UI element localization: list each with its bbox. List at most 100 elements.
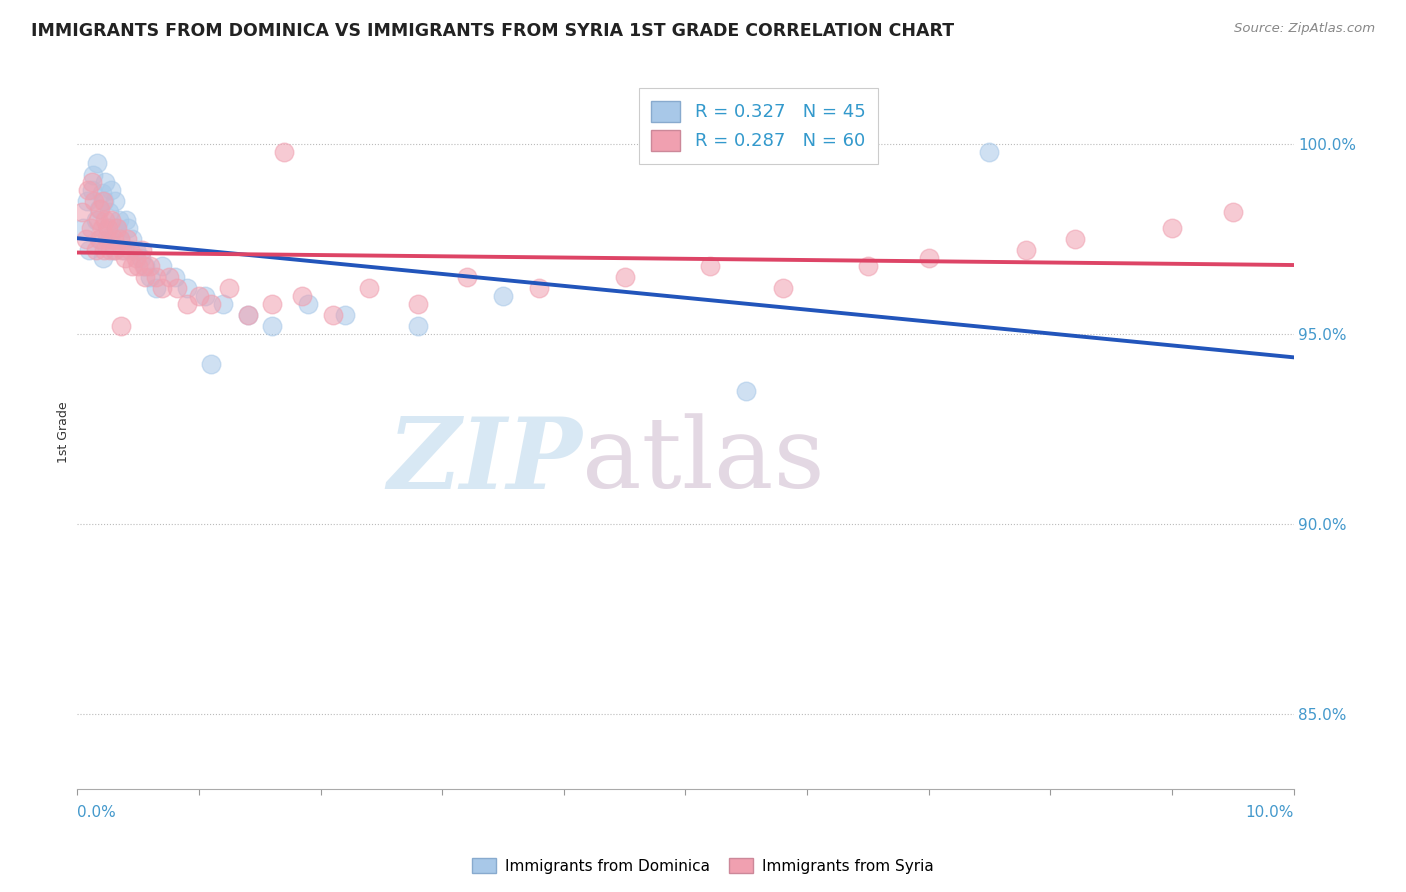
Point — [145, 281, 167, 295]
Y-axis label: 1st Grade: 1st Grade — [58, 401, 70, 464]
Point — [152, 281, 174, 295]
Point — [89, 202, 111, 216]
Point — [94, 213, 117, 227]
Point — [86, 156, 108, 170]
Point — [200, 357, 222, 371]
Point — [111, 244, 134, 258]
Point — [84, 213, 107, 227]
Point — [260, 296, 283, 310]
Point — [134, 270, 156, 285]
Point — [125, 244, 148, 258]
Point — [406, 296, 429, 310]
Point — [139, 270, 162, 285]
Point — [82, 168, 104, 182]
Point — [104, 194, 127, 208]
Point — [72, 220, 94, 235]
Point — [127, 259, 149, 273]
Point — [115, 213, 138, 227]
Point — [75, 232, 97, 246]
Point — [166, 281, 188, 295]
Point — [163, 270, 186, 285]
Point — [856, 259, 879, 273]
Point — [1222, 205, 1244, 219]
Point — [529, 281, 551, 295]
Point — [456, 270, 478, 285]
Point — [176, 296, 198, 310]
Point — [291, 289, 314, 303]
Point — [93, 194, 115, 208]
Point — [333, 308, 356, 322]
Point — [90, 186, 112, 201]
Point — [236, 308, 259, 322]
Point — [77, 183, 100, 197]
Point — [114, 251, 136, 265]
Point — [115, 232, 138, 246]
Point — [152, 259, 174, 273]
Point — [91, 251, 114, 265]
Point — [918, 251, 941, 265]
Point — [108, 232, 131, 246]
Legend: R = 0.327   N = 45, R = 0.287   N = 60: R = 0.327 N = 45, R = 0.287 N = 60 — [638, 88, 879, 163]
Point — [176, 281, 198, 295]
Point — [359, 281, 381, 295]
Point — [103, 244, 125, 258]
Point — [97, 205, 120, 219]
Point — [200, 296, 222, 310]
Point — [89, 232, 111, 246]
Point — [89, 232, 111, 246]
Point — [70, 205, 93, 219]
Point — [236, 308, 259, 322]
Point — [93, 244, 115, 258]
Point — [117, 220, 139, 235]
Point — [212, 296, 235, 310]
Point — [131, 244, 153, 258]
Point — [100, 213, 122, 227]
Point — [121, 232, 143, 246]
Point — [273, 145, 295, 159]
Point — [322, 308, 344, 322]
Text: ZIP: ZIP — [387, 413, 582, 509]
Point — [83, 194, 105, 208]
Point — [772, 281, 794, 295]
Point — [103, 232, 125, 246]
Point — [134, 259, 156, 273]
Point — [79, 244, 101, 258]
Point — [699, 259, 721, 273]
Point — [107, 220, 129, 235]
Point — [979, 145, 1001, 159]
Point — [218, 281, 240, 295]
Point — [157, 270, 180, 285]
Point — [406, 319, 429, 334]
Point — [90, 220, 112, 235]
Point — [121, 259, 143, 273]
Point — [108, 232, 131, 246]
Point — [104, 244, 127, 258]
Point — [97, 220, 120, 235]
Point — [260, 319, 283, 334]
Point — [735, 384, 758, 398]
Point — [139, 259, 162, 273]
Point — [98, 244, 121, 258]
Point — [297, 296, 319, 310]
Point — [80, 220, 103, 235]
Text: atlas: atlas — [582, 413, 825, 509]
Point — [1015, 244, 1038, 258]
Text: 0.0%: 0.0% — [77, 805, 117, 820]
Text: 10.0%: 10.0% — [1246, 805, 1294, 820]
Point — [80, 175, 103, 189]
Point — [1063, 232, 1085, 246]
Point — [91, 194, 114, 208]
Point — [194, 289, 217, 303]
Point — [107, 213, 129, 227]
Text: Source: ZipAtlas.com: Source: ZipAtlas.com — [1234, 22, 1375, 36]
Point — [125, 251, 148, 265]
Point — [76, 194, 98, 208]
Point — [84, 244, 107, 258]
Point — [94, 175, 117, 189]
Point — [492, 289, 515, 303]
Point — [112, 244, 135, 258]
Point — [97, 220, 120, 235]
Point — [134, 259, 156, 273]
Point — [96, 232, 118, 246]
Point — [100, 183, 122, 197]
